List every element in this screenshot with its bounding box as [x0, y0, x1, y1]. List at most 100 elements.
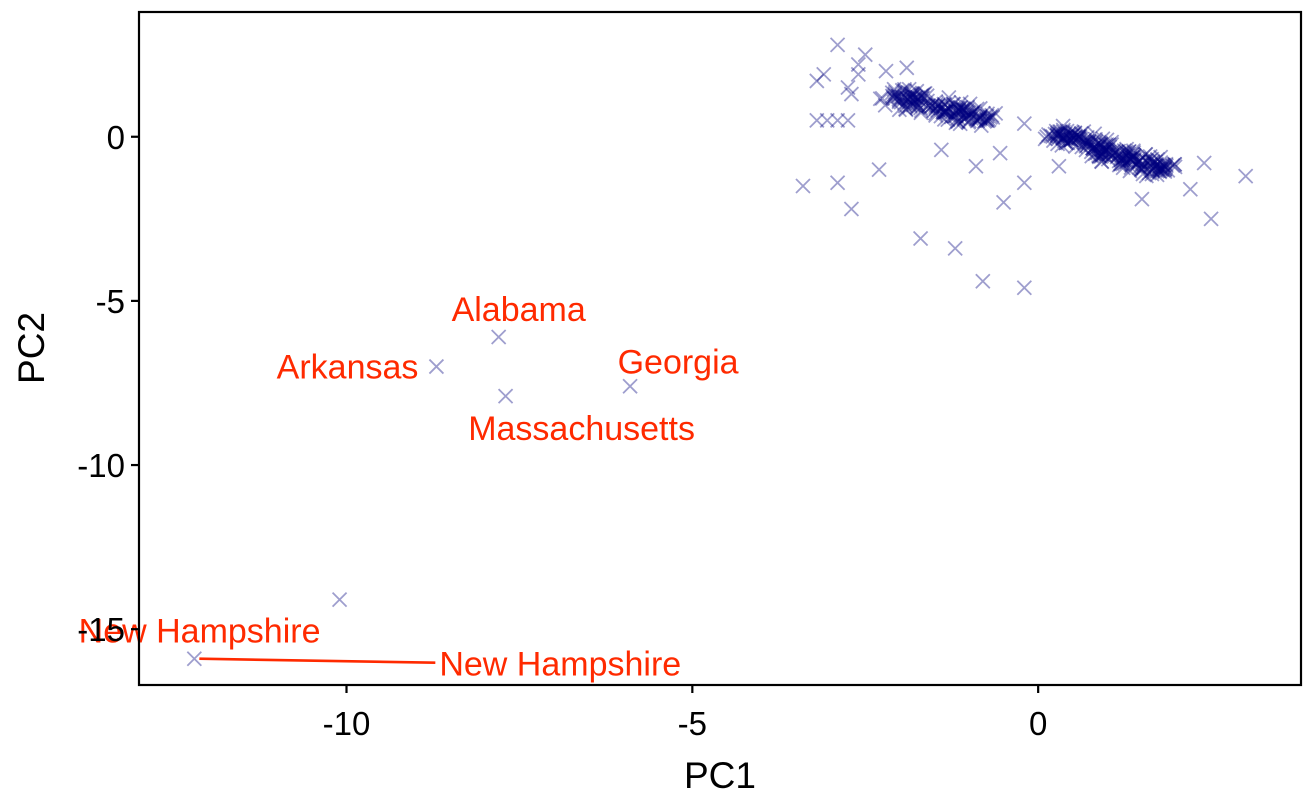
data-point [907, 94, 924, 110]
scatter-points [186, 37, 1254, 667]
data-point [871, 161, 887, 178]
data-point [904, 89, 920, 105]
data-point [923, 98, 939, 114]
data-point [884, 88, 901, 104]
data-point [972, 111, 988, 127]
data-point [1152, 163, 1168, 179]
data-point [1165, 157, 1181, 174]
data-point [930, 97, 946, 114]
data-point [903, 86, 919, 102]
data-point [1113, 155, 1129, 171]
data-point [1133, 162, 1150, 178]
data-point [1124, 156, 1140, 173]
data-point [1078, 138, 1094, 154]
annotation-label: Alabama [452, 291, 586, 329]
data-point [968, 111, 984, 127]
data-point [929, 98, 946, 114]
data-point [1052, 126, 1068, 142]
data-point [1122, 150, 1138, 167]
data-point [938, 103, 955, 120]
data-point [1131, 159, 1148, 176]
data-point [935, 103, 951, 120]
data-point [1118, 144, 1134, 160]
data-point [943, 109, 960, 125]
data-point [1070, 131, 1087, 147]
data-point [894, 89, 910, 105]
data-point [1130, 153, 1147, 170]
data-point [1088, 133, 1104, 150]
annotation-label: Massachusetts [468, 410, 695, 448]
data-point [1093, 153, 1110, 169]
data-point [1151, 163, 1167, 179]
data-point [924, 98, 940, 114]
data-point [955, 101, 971, 118]
data-point [985, 109, 1001, 125]
data-point [1051, 158, 1067, 174]
data-point [899, 60, 915, 76]
data-point [1100, 151, 1116, 167]
data-point [913, 100, 929, 116]
data-point [1081, 133, 1097, 150]
data-point [1122, 151, 1139, 167]
data-point [1152, 149, 1169, 165]
data-point [896, 95, 913, 112]
data-point [1112, 156, 1129, 172]
data-point [874, 90, 890, 106]
data-point [917, 85, 933, 101]
data-point [1110, 143, 1127, 159]
data-point [1111, 153, 1127, 169]
data-point [1110, 148, 1127, 164]
data-point [1066, 129, 1083, 146]
data-point [905, 88, 922, 104]
data-point [951, 102, 967, 118]
data-point [1090, 148, 1107, 164]
data-point [1049, 125, 1066, 141]
data-point [964, 106, 980, 122]
y-tick-label: -10 [77, 447, 125, 484]
data-point [919, 88, 935, 104]
data-point [857, 47, 873, 63]
x-tick-label: -5 [678, 705, 707, 742]
data-point [950, 110, 966, 126]
data-point [1132, 153, 1148, 170]
data-point [903, 87, 920, 103]
data-point [937, 103, 954, 119]
annotation-label: Arkansas [277, 349, 419, 387]
data-point [950, 100, 966, 116]
data-point [1138, 146, 1154, 163]
data-point [1111, 146, 1127, 162]
data-point [1060, 135, 1076, 151]
data-point [497, 388, 514, 404]
data-point [1063, 132, 1079, 148]
data-point [1124, 150, 1141, 166]
data-point [1115, 150, 1131, 167]
data-point [946, 108, 963, 124]
annotation-connector-line [199, 657, 436, 665]
data-point [1121, 143, 1137, 160]
data-point [1158, 158, 1174, 174]
data-point [1095, 131, 1111, 147]
data-point [947, 103, 964, 119]
data-point [1135, 166, 1151, 182]
annotation-label: New Hampshire [439, 646, 681, 684]
data-point [1044, 128, 1061, 145]
data-point [909, 99, 925, 115]
data-point [1238, 168, 1254, 184]
data-point [1062, 132, 1078, 148]
data-point [1153, 162, 1170, 178]
data-point [1067, 125, 1083, 141]
data-point [916, 86, 932, 102]
data-point [898, 102, 914, 118]
data-point [927, 98, 944, 115]
data-point [891, 94, 907, 110]
x-tick-label: 0 [1029, 705, 1047, 742]
data-point [909, 83, 925, 99]
data-point [1112, 150, 1129, 166]
data-point [936, 104, 952, 120]
data-point [1050, 130, 1067, 147]
data-point [1099, 137, 1115, 153]
data-point [919, 93, 936, 109]
data-point [965, 104, 981, 121]
data-point [840, 79, 856, 96]
data-point [816, 66, 832, 83]
